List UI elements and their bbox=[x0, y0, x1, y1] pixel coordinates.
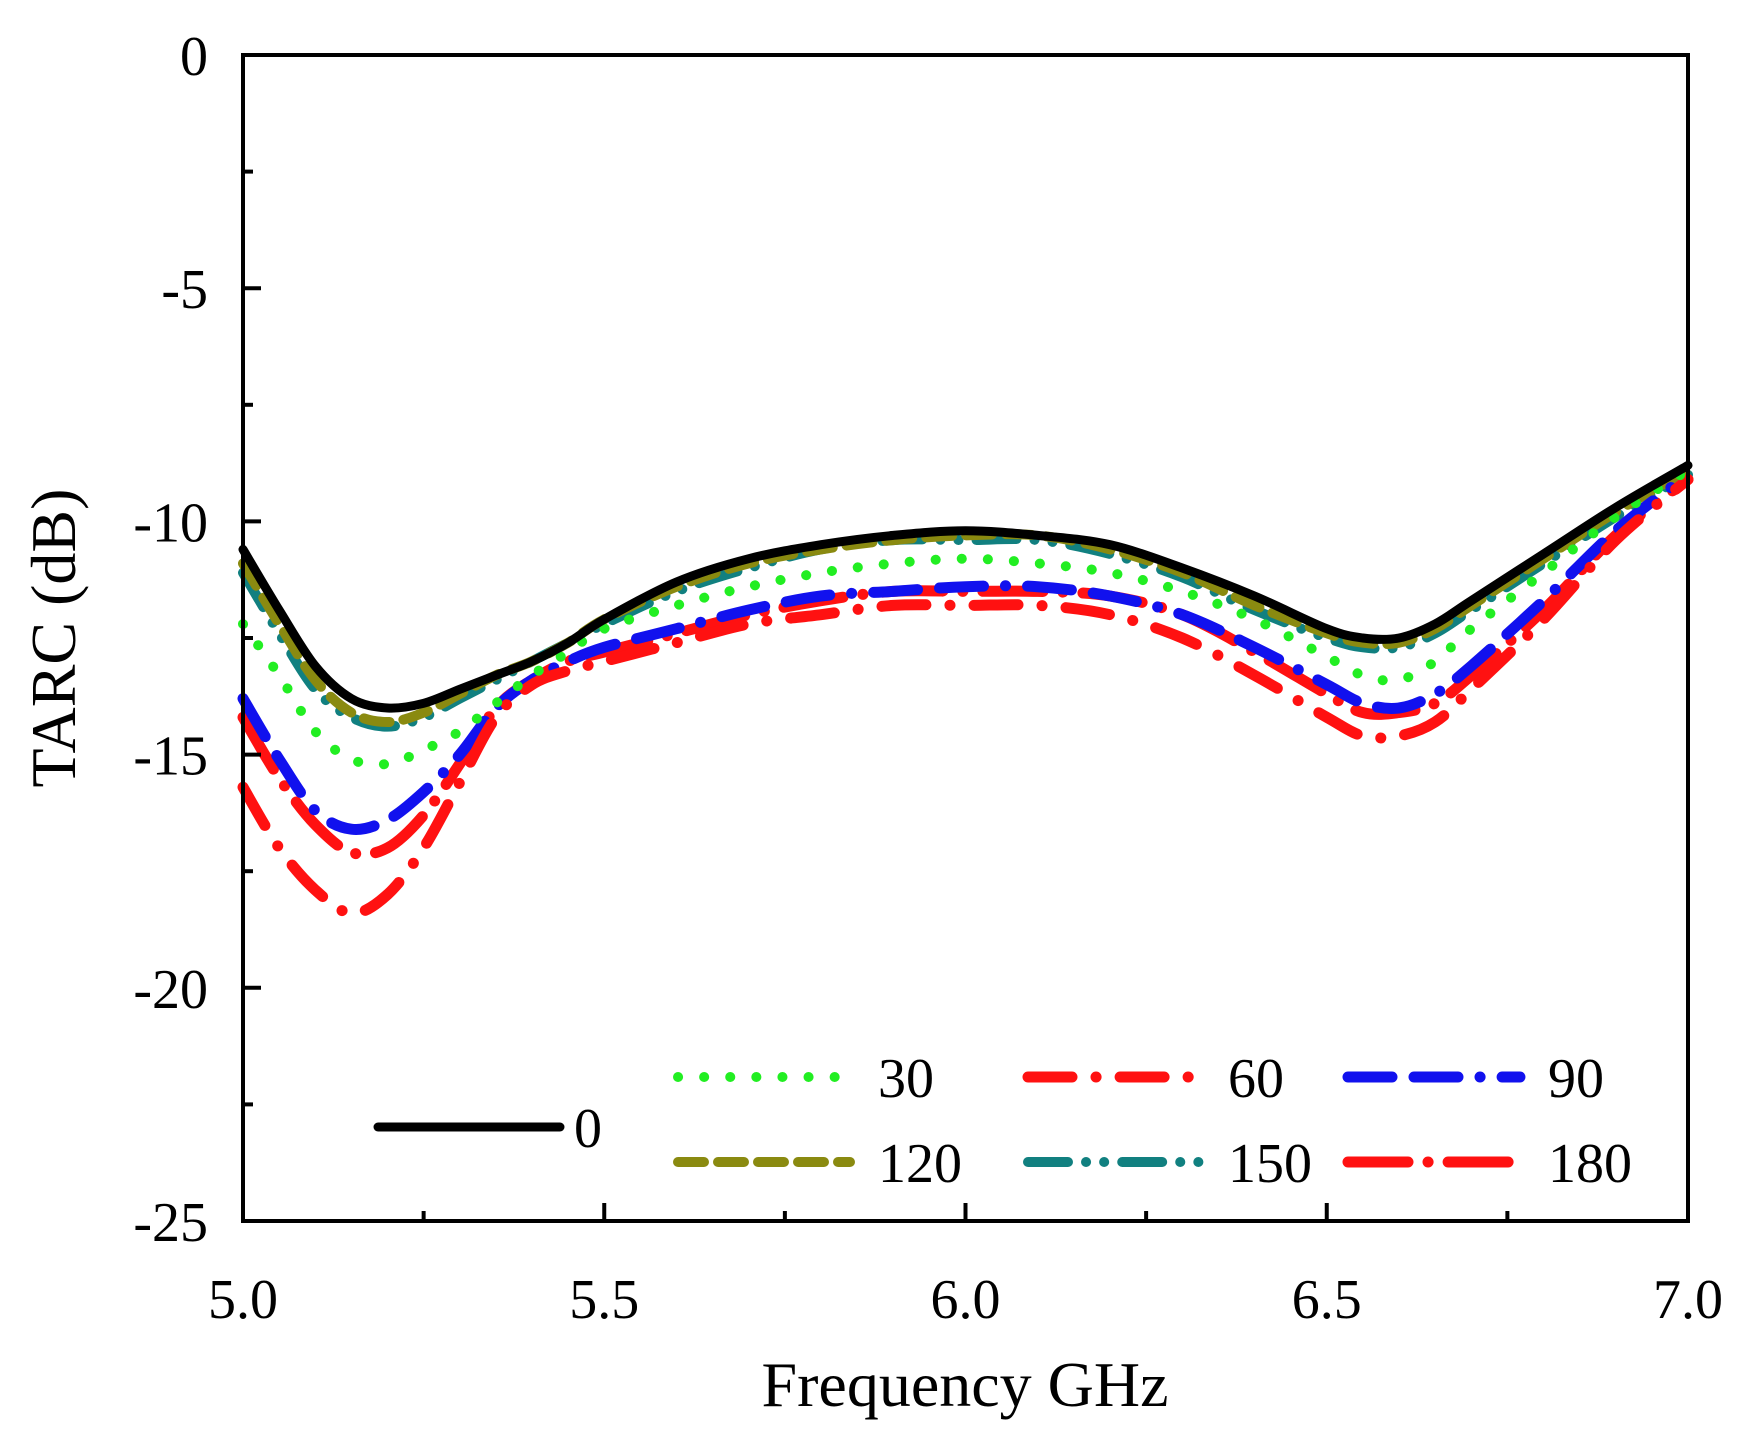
legend-label-150: 150 bbox=[1228, 1133, 1312, 1195]
x-tick-label: 6.5 bbox=[1292, 1269, 1362, 1331]
y-tick-label: -15 bbox=[133, 726, 208, 788]
y-tick-label: -10 bbox=[133, 492, 208, 554]
series-layer bbox=[237, 460, 1694, 919]
y-tick-label: 0 bbox=[180, 26, 208, 88]
x-tick-label: 5.0 bbox=[208, 1269, 278, 1331]
ticks-layer: 5.0 5.5 6.0 6.5 7.0 0 -5 -10 -15 -20 -25 bbox=[133, 26, 1723, 1331]
y-axis-label: TARC (dB) bbox=[18, 489, 89, 788]
y-tick-label: -25 bbox=[133, 1192, 208, 1254]
x-tick-label: 6.0 bbox=[931, 1269, 1001, 1331]
legend-label-180: 180 bbox=[1548, 1133, 1632, 1195]
series-line-90 bbox=[237, 469, 1694, 836]
y-tick-label: -20 bbox=[133, 959, 208, 1021]
legend-label-90: 90 bbox=[1548, 1048, 1604, 1110]
legend-label-30: 30 bbox=[878, 1048, 934, 1110]
series-line-0 bbox=[238, 460, 1693, 713]
series-line-30 bbox=[238, 465, 1693, 770]
legend-label-0: 0 bbox=[574, 1098, 602, 1160]
y-tick-label: -5 bbox=[161, 259, 208, 321]
plot-frame bbox=[241, 53, 1690, 1223]
legend: 30 60 90 0 120 150 180 bbox=[373, 1048, 1632, 1195]
x-axis-label: Frequency GHz bbox=[762, 1349, 1169, 1420]
legend-label-60: 60 bbox=[1228, 1048, 1284, 1110]
x-tick-label: 7.0 bbox=[1653, 1269, 1723, 1331]
legend-label-120: 120 bbox=[878, 1133, 962, 1195]
x-tick-label: 5.5 bbox=[569, 1269, 639, 1331]
series-line-60 bbox=[237, 473, 1694, 919]
